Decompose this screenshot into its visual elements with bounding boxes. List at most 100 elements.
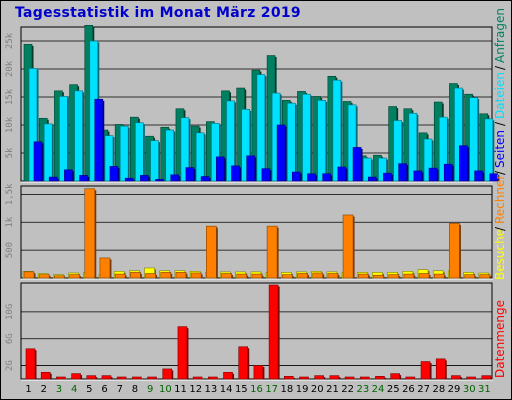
bar-dateien-4: [74, 90, 83, 182]
x-axis-label-day-16: 16: [250, 384, 263, 395]
bar-seiten-3: [64, 169, 73, 182]
bar-dateien-30: [469, 97, 478, 182]
bar-dateien-22: [347, 104, 357, 182]
y-tick-label: 25k: [5, 32, 15, 49]
bar-seiten-23: [367, 176, 377, 182]
x-axis-label-day-10: 10: [159, 384, 172, 395]
x-axis-label-day-19: 19: [296, 384, 309, 395]
bar-datenmenge-2: [40, 371, 51, 380]
bar-seiten-29: [459, 145, 468, 182]
bar-dateien-21: [332, 79, 342, 182]
bar-seiten-24: [383, 172, 392, 182]
bar-seiten-28: [443, 163, 453, 182]
legend-label-rechner: Rechner: [493, 175, 507, 224]
bar-seiten-21: [337, 166, 347, 182]
legend-label-anfragen: Anfragen: [493, 8, 507, 63]
bar-datenmenge-12: [192, 376, 203, 380]
bar-seiten-31: [489, 173, 499, 182]
panel-middle: [20, 185, 493, 279]
bar-seiten-17: [276, 124, 286, 182]
bar-rechner-9: [145, 273, 156, 279]
x-axis-label-day-22: 22: [341, 384, 354, 395]
bar-rechner-21: [327, 273, 339, 279]
bar-datenmenge-13: [208, 376, 218, 380]
legend-separator: /: [493, 170, 507, 175]
bar-rechner-11: [175, 272, 187, 279]
bar-seiten-6: [109, 166, 119, 182]
legend-label-besuche: Besuche: [493, 229, 507, 280]
bar-datenmenge-17: [268, 284, 279, 380]
bar-dateien-24: [378, 157, 387, 182]
x-axis-label-day-1: 1: [25, 384, 31, 395]
bar-seiten-16: [261, 168, 271, 182]
x-axis-label-day-13: 13: [205, 384, 218, 395]
y-tick-label: 6G: [5, 333, 15, 344]
bar-seiten-8: [140, 175, 149, 182]
x-axis-label-day-14: 14: [220, 384, 233, 395]
bar-rechner-10: [160, 272, 172, 279]
bar-datenmenge-8: [132, 376, 142, 380]
bar-seiten-10: [170, 174, 180, 182]
bar-rechner-2: [38, 274, 50, 279]
bar-dateien-2: [43, 123, 53, 182]
bar-rechner-24: [373, 274, 384, 279]
bar-datenmenge-1: [25, 348, 36, 380]
x-axis-label-day-24: 24: [372, 384, 385, 395]
bar-seiten-26: [413, 170, 423, 182]
x-axis-label-day-8: 8: [132, 384, 138, 395]
x-axis-label-day-7: 7: [117, 384, 123, 395]
bar-rechner-26: [403, 273, 415, 279]
bar-dateien-20: [317, 100, 326, 182]
bar-datenmenge-22: [344, 376, 355, 380]
x-axis-label-day-4: 4: [71, 384, 77, 395]
bar-datenmenge-15: [238, 346, 249, 380]
bar-datenmenge-27: [420, 361, 431, 380]
bar-datenmenge-11: [177, 326, 188, 380]
bar-dateien-10: [165, 129, 175, 182]
bar-dateien-23: [362, 157, 372, 182]
bar-dateien-25: [393, 120, 402, 182]
bar-rechner-16: [251, 273, 263, 279]
bar-dateien-28: [438, 116, 448, 182]
bar-seiten-9: [155, 179, 164, 182]
y-tick-label: 500: [5, 242, 15, 258]
bar-rechner-20: [312, 272, 323, 279]
bar-seiten-5: [94, 98, 104, 182]
y-tick-label: 1k: [5, 216, 15, 227]
x-axis-label-day-27: 27: [417, 384, 430, 395]
bar-datenmenge-4: [71, 373, 81, 380]
bar-seiten-18: [291, 171, 301, 182]
bar-dateien-11: [180, 117, 190, 182]
legend-separator: /: [493, 121, 507, 126]
bar-rechner-29: [449, 223, 460, 279]
bar-rechner-25: [388, 274, 399, 279]
bar-dateien-18: [286, 102, 296, 182]
bar-rechner-28: [433, 273, 445, 279]
bar-rechner-31: [479, 274, 491, 279]
x-axis-label-day-26: 26: [402, 384, 415, 395]
bar-datenmenge-26: [405, 376, 416, 380]
bar-dateien-15: [241, 109, 251, 182]
bar-rechner-1: [23, 271, 35, 279]
bar-seiten-2: [48, 176, 58, 182]
bar-seiten-14: [231, 165, 240, 182]
bar-rechner-5: [84, 188, 96, 279]
bar-rechner-17: [266, 225, 278, 279]
bar-datenmenge-10: [162, 368, 173, 380]
x-axis-label-day-21: 21: [326, 384, 339, 395]
x-axis-label-day-28: 28: [432, 384, 445, 395]
y-tick-label: 5k: [5, 147, 15, 158]
bar-rechner-18: [281, 274, 293, 279]
bar-dateien-3: [59, 96, 68, 182]
x-axis-label-day-3: 3: [56, 384, 62, 395]
bar-dateien-12: [195, 132, 205, 182]
bar-datenmenge-5: [86, 375, 97, 380]
legend-separator: /: [493, 226, 507, 231]
legend-label-dateien: Dateien: [493, 72, 507, 119]
bar-rechner-19: [297, 273, 308, 279]
bar-datenmenge-21: [329, 375, 340, 380]
x-axis-label-day-25: 25: [387, 384, 400, 395]
bar-datenmenge-28: [435, 358, 446, 380]
bar-datenmenge-25: [390, 373, 400, 380]
x-axis-label-day-15: 15: [235, 384, 248, 395]
